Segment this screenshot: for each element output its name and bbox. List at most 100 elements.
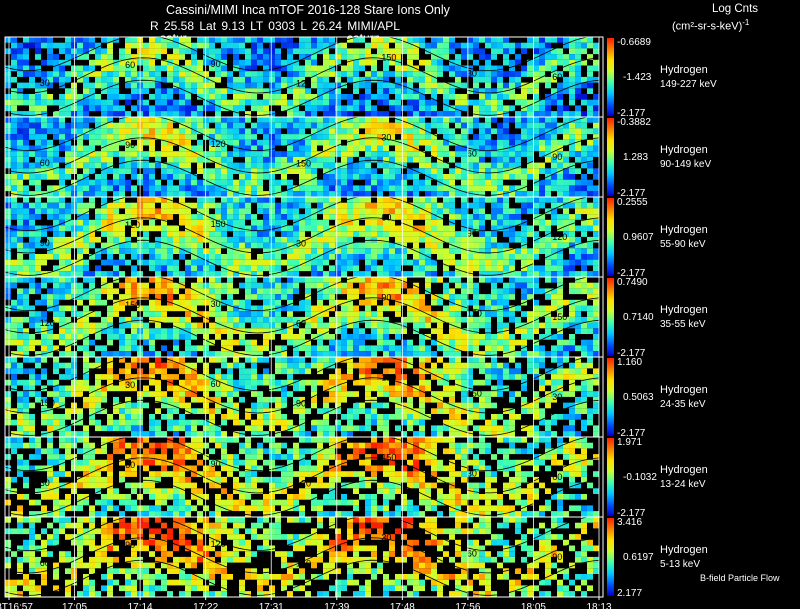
heatmap-cell (503, 42, 509, 49)
heatmap-cell (149, 288, 155, 295)
heatmap-cell (59, 76, 65, 83)
heatmap-cell (521, 174, 527, 180)
heatmap-cell (77, 145, 83, 152)
heatmap-cell (347, 345, 353, 352)
heatmap-cell (569, 139, 575, 146)
heatmap-cell (317, 328, 323, 334)
heatmap-cell (65, 54, 71, 60)
heatmap-cell (233, 351, 239, 357)
heatmap-cell (71, 48, 77, 55)
heatmap-cell (491, 42, 497, 49)
heatmap-cell (365, 94, 371, 100)
heatmap-cell (35, 37, 41, 43)
heatmap-cell (449, 305, 455, 312)
heatmap-cell (461, 294, 467, 300)
heatmap-cell (563, 65, 569, 72)
heatmap-cell (65, 37, 71, 43)
heatmap-cell (515, 351, 521, 357)
heatmap-cell (89, 231, 95, 237)
heatmap-cell (269, 299, 275, 306)
heatmap-cell (257, 59, 263, 66)
heatmap-cell (161, 151, 167, 157)
heatmap-cell (83, 54, 89, 60)
heatmap-cell (491, 191, 497, 197)
heatmap-cell (221, 65, 227, 72)
heatmap-cell (437, 242, 443, 249)
heatmap-cell (527, 277, 533, 283)
heatmap-cell (479, 339, 485, 346)
heatmap-cell (23, 231, 29, 237)
heatmap-cell (329, 65, 335, 72)
heatmap-cell (227, 122, 233, 129)
heatmap-cell (437, 82, 443, 89)
heatmap-cell (245, 145, 251, 152)
heatmap-cell (317, 179, 323, 186)
heatmap-cell (479, 54, 485, 60)
heatmap-cell (341, 54, 347, 60)
heatmap-cell (323, 202, 329, 209)
heatmap-cell (491, 128, 497, 135)
heatmap-cell (245, 351, 251, 357)
heatmap-cell (47, 174, 53, 180)
heatmap-cell (179, 351, 185, 357)
heatmap-cell (173, 248, 179, 254)
heatmap-cell (65, 259, 71, 266)
heatmap-cell (185, 111, 191, 117)
heatmap-cell (359, 54, 365, 60)
heatmap-cell (365, 316, 371, 323)
heatmap-cell (191, 111, 197, 117)
heatmap-cell (197, 145, 203, 152)
heatmap-cell (263, 122, 269, 129)
heatmap-cell (389, 202, 395, 209)
heatmap-cell (455, 311, 461, 317)
heatmap-cell (209, 282, 215, 289)
heatmap-cell (125, 425, 131, 432)
heatmap-cell (35, 311, 41, 317)
heatmap-cell (221, 339, 227, 346)
heatmap-cell (11, 128, 17, 135)
heatmap-cell (113, 151, 119, 157)
heatmap-cell (131, 225, 137, 232)
heatmap-cell (149, 128, 155, 135)
heatmap-cell (527, 156, 533, 163)
heatmap-cell (389, 162, 395, 169)
heatmap-cell (581, 162, 587, 169)
heatmap-cell (413, 197, 419, 203)
heatmap-cell (545, 271, 551, 277)
heatmap-cell (11, 197, 17, 203)
heatmap-cell (377, 134, 383, 140)
heatmap-cell (413, 111, 419, 117)
heatmap-cell (251, 197, 257, 203)
heatmap-cell (251, 76, 257, 83)
heatmap-cell (209, 294, 215, 300)
heatmap-cell (425, 236, 431, 243)
heatmap-cell (557, 254, 563, 260)
heatmap-cell (311, 48, 317, 55)
heatmap-cell (479, 351, 485, 357)
heatmap-cell (173, 37, 179, 43)
heatmap-cell (359, 48, 365, 55)
heatmap-cell (551, 174, 557, 180)
heatmap-cell (161, 231, 167, 237)
heatmap-cell (131, 282, 137, 289)
heatmap-cell (383, 168, 389, 174)
heatmap-cell (251, 288, 257, 295)
heatmap-cell (245, 111, 251, 117)
heatmap-cell (341, 71, 347, 77)
heatmap-cell (257, 82, 263, 89)
heatmap-cell (305, 259, 311, 266)
heatmap-cell (575, 225, 581, 232)
heatmap-cell (353, 202, 359, 209)
heatmap-cell (17, 345, 23, 352)
heatmap-cell (131, 122, 137, 129)
heatmap-cell (71, 288, 77, 295)
heatmap-cell (227, 174, 233, 180)
heatmap-cell (143, 236, 149, 243)
heatmap-cell (533, 65, 539, 72)
heatmap-cell (473, 88, 479, 94)
heatmap-cell (401, 294, 407, 300)
heatmap-cell (107, 76, 113, 83)
heatmap-cell (275, 219, 281, 226)
heatmap-cell (107, 351, 113, 357)
